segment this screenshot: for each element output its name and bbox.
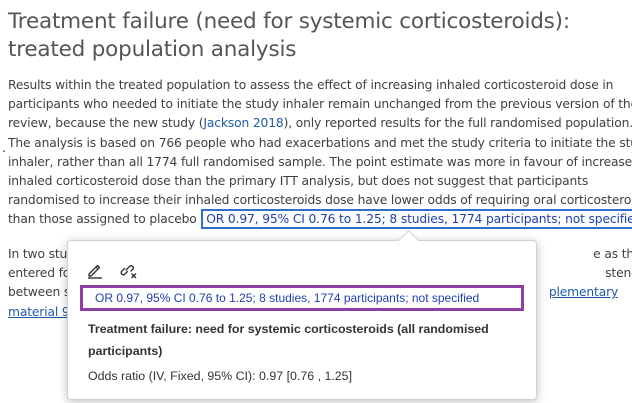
effect-estimate: Odds ratio (IV, Fixed, 95% CI): 0.97 [0.… [88,369,353,383]
para-line: The analysis is based on 766 people who … [8,135,632,150]
para2-line: between st [8,285,75,300]
para-line: participants who needed to initiate the … [8,97,632,112]
para-line: inhaled corticosteroid dose than the pri… [8,174,589,189]
second-paragraph: In two stu e as those entered fo stency be… [8,245,632,322]
citation-popover: OR 0.97, 95% CI 0.76 to 1.25; 8 studies,… [67,229,537,400]
unlink-button[interactable] [118,259,140,281]
para2-line: stency [605,266,632,281]
para-line: randomised to increase their inhaled cor… [8,193,632,208]
outcome-heading: Treatment failure: need for systemic cor… [88,322,489,358]
supplementary-material-link[interactable]: plementary [548,285,619,300]
para-line: ), only reported results for the full ra… [283,116,632,131]
citation-text: OR 0.97, 95% CI 0.76 to 1.25; 8 studies,… [95,291,480,305]
title-line-1: Treatment failure (need for systemic cor… [8,9,570,34]
para2-line: e as those [593,247,632,261]
unlink-icon [120,265,137,279]
stray-mark: . [2,141,7,156]
para-line: review, because the new study ( [8,116,204,131]
para-line: than those assigned to placebo [8,212,197,227]
pencil-icon [88,264,102,279]
analysis-result-link[interactable]: OR 0.97, 95% CI 0.76 to 1.25; 8 studies,… [201,209,632,230]
para2-line: In two stu [8,247,68,261]
results-paragraph: Results within the treated population to… [8,76,632,230]
citation-text-box[interactable]: OR 0.97, 95% CI 0.76 to 1.25; 8 studies,… [80,285,524,311]
section-title: Treatment failure (need for systemic cor… [8,8,628,64]
reference-link-jackson-2018[interactable]: Jackson 2018 [203,116,284,131]
para-line: Results within the treated population to… [8,78,614,92]
popover-arrow [397,229,420,252]
para-line: inhaler, rather than all 1774 full rando… [8,154,632,169]
edit-button[interactable] [84,259,106,281]
supplementary-material-link-cont[interactable]: material 9 [8,304,70,319]
title-line-2: treated population analysis [8,37,297,62]
para2-line: entered fo [8,266,71,281]
